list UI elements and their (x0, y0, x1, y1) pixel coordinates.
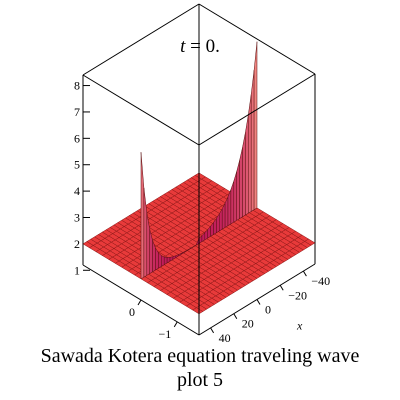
peak-ridge-segment (140, 152, 145, 280)
y-axis: −1 0 (129, 299, 178, 341)
box-edge (82, 74, 200, 146)
y-tick-label: 0 (129, 305, 135, 319)
y-tick (137, 299, 142, 306)
title-variable: t (180, 36, 186, 57)
x-tick-label: 40 (219, 331, 231, 345)
peak-ridge-segment (253, 41, 258, 211)
caption-line-2: plot 5 (176, 369, 224, 391)
z-tick-label: 4 (74, 184, 80, 198)
x-tick-label: −20 (288, 288, 307, 302)
z-tick-label: 3 (74, 211, 80, 225)
y-tick (173, 321, 178, 328)
x-axis: −40 −20 0 20 40 x (210, 270, 330, 345)
x-tick (233, 313, 238, 319)
peak-ridge-segment (143, 187, 148, 278)
peak-ridge-segment (250, 70, 255, 212)
peak-ridge-segment (236, 160, 240, 221)
x-tick (210, 327, 215, 334)
z-tick-label: 2 (74, 237, 80, 251)
y-tick-label: −1 (158, 327, 171, 341)
peak-ridge-segment (242, 132, 246, 218)
x-tick-label: 0 (265, 303, 271, 317)
title-text: = 0. (185, 36, 220, 57)
x-tick-label: −40 (311, 274, 330, 288)
peak-ridge-segment (158, 252, 162, 269)
z-tick-label: 6 (74, 131, 80, 145)
peak-ridge-segment (245, 114, 249, 216)
x-tick (302, 270, 307, 277)
z-tick-label: 5 (74, 158, 80, 172)
box-edge (82, 3, 200, 76)
x-axis-label: x (296, 319, 303, 333)
peak-ridge-segment (239, 147, 243, 219)
peak-ridge-segment (161, 255, 165, 267)
plot-title: t = 0. (0, 36, 400, 58)
x-tick-label: 20 (242, 317, 254, 331)
x-tick (256, 299, 261, 305)
box-edge (198, 73, 316, 146)
peak-ridge-segment (233, 171, 237, 223)
box-edge (198, 3, 316, 75)
peak-ridge-segment (230, 181, 235, 225)
z-tick-label: 7 (74, 105, 80, 119)
z-tick-label: 1 (74, 263, 80, 277)
z-tick-label: 8 (74, 79, 80, 93)
z-axis: 1 2 3 4 5 6 7 8 (74, 79, 90, 277)
caption-line-1: Sawada Kotera equation traveling wave (40, 345, 360, 367)
x-tick (279, 285, 284, 291)
peak-ridge-segment (248, 94, 252, 214)
